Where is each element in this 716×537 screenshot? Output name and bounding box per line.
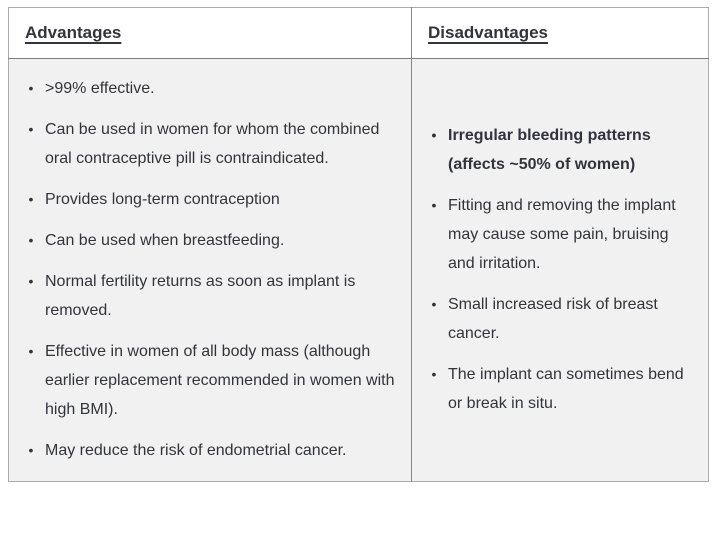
list-item: • Fitting and removing the implant may c… [426, 191, 698, 278]
body-row: • >99% effective. • Can be used in women… [8, 58, 709, 482]
bullet-icon: • [28, 121, 34, 137]
list-item: • >99% effective. [23, 74, 405, 103]
bullet-icon: • [28, 273, 34, 289]
list-item: • Provides long-term contraception [23, 185, 405, 214]
bullet-icon: • [28, 191, 34, 207]
disadvantages-cell: • Irregular bleeding patterns (affects ~… [411, 58, 709, 482]
list-item: • Can be used when breastfeeding. [23, 226, 405, 255]
advantages-header-label: Advantages [25, 23, 122, 42]
list-item: • The implant can sometimes bend or brea… [426, 360, 698, 418]
list-item-text: >99% effective. [45, 80, 155, 97]
column-header-advantages: Advantages [8, 7, 412, 59]
list-item-text: May reduce the risk of endometrial cance… [45, 442, 347, 459]
list-item-text: The implant can sometimes bend or break … [448, 366, 684, 412]
list-item: • Can be used in women for whom the comb… [23, 115, 405, 173]
list-item-text: Normal fertility returns as soon as impl… [45, 273, 356, 319]
list-item-text: Can be used in women for whom the combin… [45, 121, 380, 167]
list-item: • Normal fertility returns as soon as im… [23, 267, 405, 325]
bullet-icon: • [28, 343, 34, 359]
list-item: • Irregular bleeding patterns (affects ~… [426, 121, 698, 179]
advantages-list: • >99% effective. • Can be used in women… [23, 74, 405, 465]
list-item: • Effective in women of all body mass (a… [23, 337, 405, 424]
list-item-text: Fitting and removing the implant may cau… [448, 197, 676, 272]
bullet-icon: • [28, 232, 34, 248]
disadvantages-list: • Irregular bleeding patterns (affects ~… [426, 121, 698, 418]
column-header-disadvantages: Disadvantages [411, 7, 709, 59]
list-item-text: Effective in women of all body mass (alt… [45, 343, 395, 418]
disadvantages-header-label: Disadvantages [428, 23, 548, 42]
list-item-text: Can be used when breastfeeding. [45, 232, 285, 249]
bullet-icon: • [28, 442, 34, 458]
header-row: Advantages Disadvantages [8, 7, 709, 59]
list-item: • May reduce the risk of endometrial can… [23, 436, 405, 465]
bullet-icon: • [431, 127, 437, 143]
list-item: • Small increased risk of breast cancer. [426, 290, 698, 348]
bullet-icon: • [431, 296, 437, 312]
advantages-disadvantages-table: Advantages Disadvantages • >99% effectiv… [8, 7, 709, 482]
bullet-icon: • [431, 197, 437, 213]
list-item-text: Provides long-term contraception [45, 191, 280, 208]
list-item-text: Irregular bleeding patterns (affects ~50… [448, 127, 651, 173]
bullet-icon: • [431, 366, 437, 382]
list-item-text: Small increased risk of breast cancer. [448, 296, 658, 342]
advantages-cell: • >99% effective. • Can be used in women… [8, 58, 412, 482]
bullet-icon: • [28, 80, 34, 96]
